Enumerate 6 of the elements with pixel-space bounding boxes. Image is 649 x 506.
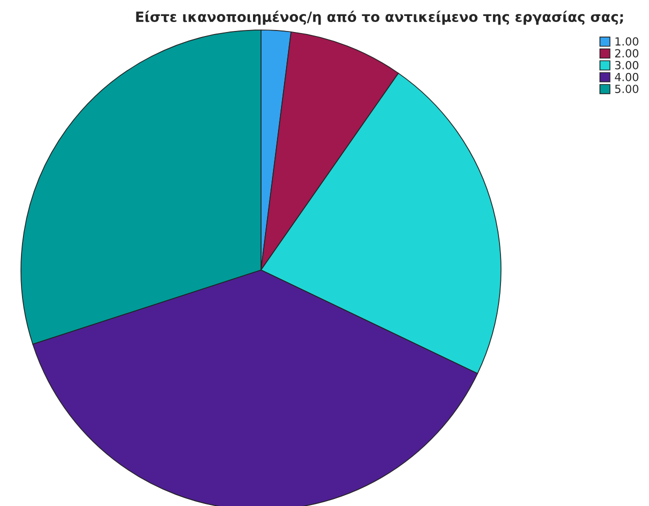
legend-label: 2.00: [615, 49, 638, 58]
legend-label: 4.00: [614, 72, 638, 82]
legend-label: 5.00: [615, 84, 638, 94]
legend-label: 1.00: [616, 37, 638, 46]
chart-title: Είστε ικανοποιημένος/η από το αντικείμενο της εργασίας σας;: [136, 10, 623, 25]
legend-label: 3.00: [615, 60, 638, 70]
